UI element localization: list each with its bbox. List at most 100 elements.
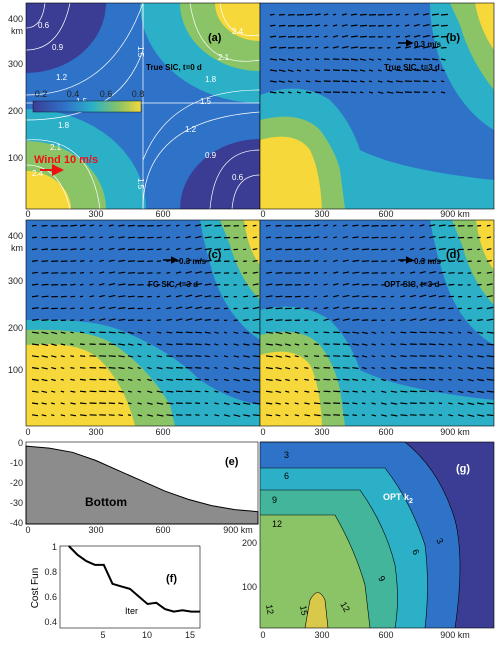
contour-label: 1.5 — [136, 46, 145, 58]
velocity-vector — [109, 391, 115, 392]
velocity-vector — [362, 273, 369, 274]
velocity-vector — [42, 237, 48, 238]
velocity-vector — [306, 48, 311, 49]
velocity-vector — [343, 391, 349, 392]
velocity-vector — [400, 332, 406, 333]
velocity-vector — [306, 25, 312, 26]
panel-e-title: Bottom — [85, 495, 127, 509]
panel-c-label: (c) — [208, 249, 222, 261]
panel-c-scale: 0.3 m/s — [179, 257, 207, 266]
velocity-vector — [214, 356, 217, 357]
velocity-vector — [157, 249, 162, 250]
velocity-vector — [342, 81, 349, 82]
velocity-vector — [448, 225, 455, 226]
velocity-vector — [214, 285, 220, 286]
y-tick: 400 — [8, 231, 23, 241]
velocity-vector — [448, 237, 455, 238]
velocity-vector — [276, 308, 283, 309]
velocity-vector — [342, 59, 349, 60]
velocity-vector — [90, 249, 93, 250]
velocity-vector — [400, 368, 407, 369]
velocity-vector — [166, 225, 170, 226]
velocity-vector — [400, 237, 404, 238]
velocity-vector — [128, 415, 131, 416]
velocity-vector — [157, 237, 162, 238]
velocity-vector — [70, 237, 76, 238]
x-tick: 300 — [88, 209, 103, 219]
velocity-vector — [128, 273, 135, 274]
velocity-vector — [429, 391, 434, 392]
velocity-vector — [439, 368, 444, 369]
velocity-vector — [109, 368, 116, 369]
velocity-vector — [324, 272, 327, 273]
velocity-vector — [109, 332, 116, 333]
velocity-vector — [304, 296, 309, 297]
y-tick: -10 — [10, 458, 23, 468]
velocity-vector — [387, 25, 392, 26]
velocity-vector — [147, 344, 150, 345]
velocity-vector — [166, 344, 172, 345]
velocity-vector — [157, 320, 161, 321]
velocity-vector — [214, 225, 221, 226]
velocity-vector — [295, 391, 298, 392]
velocity-vector — [487, 368, 494, 369]
x-tick: 600 — [378, 630, 393, 640]
velocity-vector — [304, 368, 308, 369]
velocity-vector — [80, 332, 84, 333]
velocity-vector — [333, 14, 336, 15]
velocity-vector — [439, 403, 442, 404]
velocity-vector — [352, 403, 357, 404]
velocity-vector — [314, 308, 317, 309]
contour-label: 0.9 — [52, 43, 64, 52]
velocity-vector — [32, 237, 37, 238]
velocity-vector — [343, 368, 350, 369]
y-tick: 400 — [8, 14, 23, 24]
velocity-vector — [270, 25, 275, 26]
velocity-vector — [166, 391, 173, 392]
velocity-vector — [342, 70, 349, 71]
colorbar-tick: 0.6 — [100, 89, 113, 99]
velocity-vector — [80, 284, 84, 285]
velocity-vector — [477, 273, 481, 274]
velocity-vector — [487, 391, 494, 392]
velocity-vector — [343, 403, 349, 404]
velocity-vector — [205, 368, 210, 369]
panel-b-label: (b) — [446, 32, 460, 44]
velocity-vector — [304, 237, 310, 238]
panel-a-label: (a) — [208, 32, 222, 44]
velocity-vector — [362, 261, 369, 262]
velocity-vector — [432, 81, 436, 82]
velocity-vector — [391, 225, 397, 226]
panel-g-title-main: OPT k — [383, 492, 410, 502]
velocity-vector — [315, 70, 320, 71]
velocity-vector — [448, 273, 454, 274]
velocity-vector — [372, 368, 375, 369]
wind-label: Wind 10 m/s — [34, 154, 98, 166]
velocity-vector — [32, 249, 37, 250]
velocity-vector — [391, 332, 395, 333]
x-tick: 5 — [100, 630, 105, 640]
panel-f-ylabel: Cost Fun — [30, 568, 41, 609]
contour-label: 0.6 — [232, 173, 244, 182]
velocity-vector — [195, 368, 201, 369]
velocity-vector — [448, 391, 452, 392]
velocity-vector — [362, 249, 369, 250]
x-tick: 300 — [314, 630, 329, 640]
velocity-vector — [80, 356, 85, 357]
velocity-vector — [400, 415, 407, 416]
velocity-vector — [214, 296, 220, 297]
x-tick: 900 km — [223, 525, 253, 535]
velocity-vector — [243, 226, 247, 227]
velocity-vector — [405, 14, 408, 15]
velocity-vector — [304, 249, 310, 250]
velocity-vector — [306, 81, 310, 82]
velocity-vector — [128, 249, 135, 250]
velocity-vector — [396, 14, 400, 15]
velocity-vector — [391, 249, 396, 250]
velocity-vector — [314, 356, 319, 357]
y-tick: 0.8 — [44, 567, 57, 577]
velocity-vector — [205, 344, 210, 345]
y-tick: 200 — [242, 538, 257, 548]
velocity-vector — [351, 92, 356, 93]
velocity-vector — [369, 81, 372, 82]
